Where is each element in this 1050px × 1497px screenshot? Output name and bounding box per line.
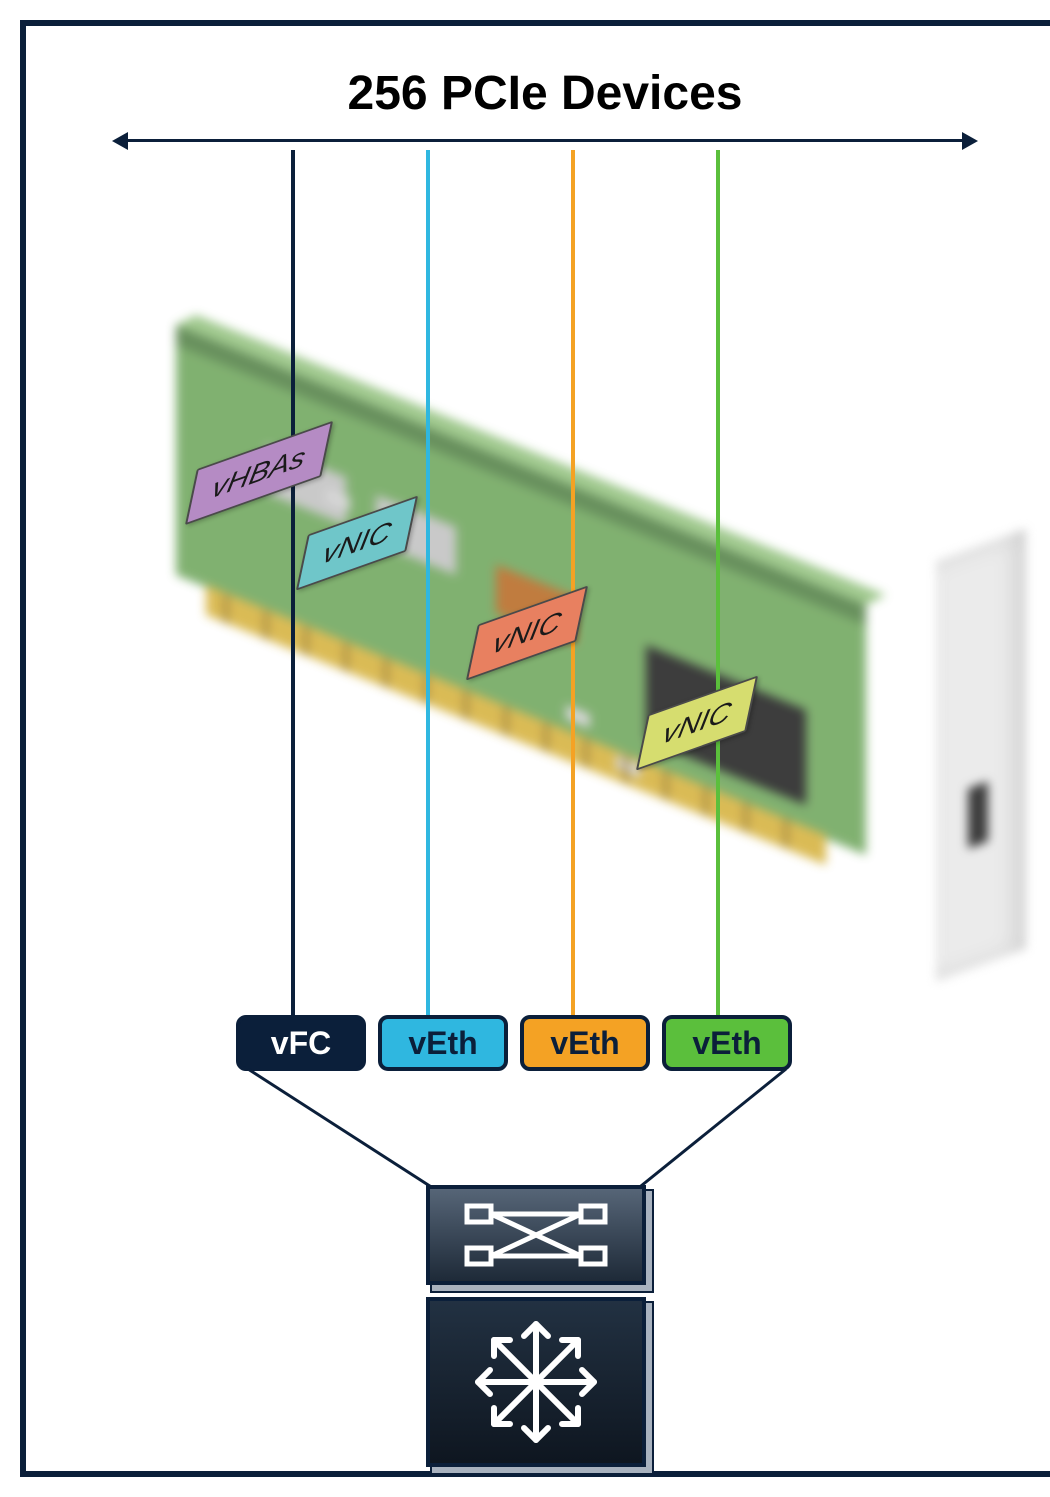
vline-3 <box>716 150 720 1015</box>
pcie-bracket <box>936 529 1026 982</box>
port-vfc-0: vFC <box>236 1015 366 1071</box>
port-veth-1: vEth <box>378 1015 508 1071</box>
arrow-bar <box>126 139 964 142</box>
diagram-title: 256 PCIe Devices <box>66 66 1024 121</box>
vline-1 <box>426 150 430 1015</box>
vline-2 <box>571 150 575 1015</box>
diagram-area: vHBAsvNICvNICvNIC vFCvEthvEthvEth <box>66 145 1024 1395</box>
switch-stack <box>426 1185 646 1467</box>
switch-bottom-icon <box>426 1297 646 1467</box>
vline-0 <box>291 150 295 1015</box>
pcie-bracket-port <box>968 781 988 848</box>
switch-top-icon <box>426 1185 646 1285</box>
diagram-frame: 256 PCIe Devices <box>20 20 1050 1477</box>
port-row: vFCvEthvEthvEth <box>236 1015 792 1071</box>
span-arrow <box>126 135 964 145</box>
port-veth-2: vEth <box>520 1015 650 1071</box>
port-veth-3: vEth <box>662 1015 792 1071</box>
